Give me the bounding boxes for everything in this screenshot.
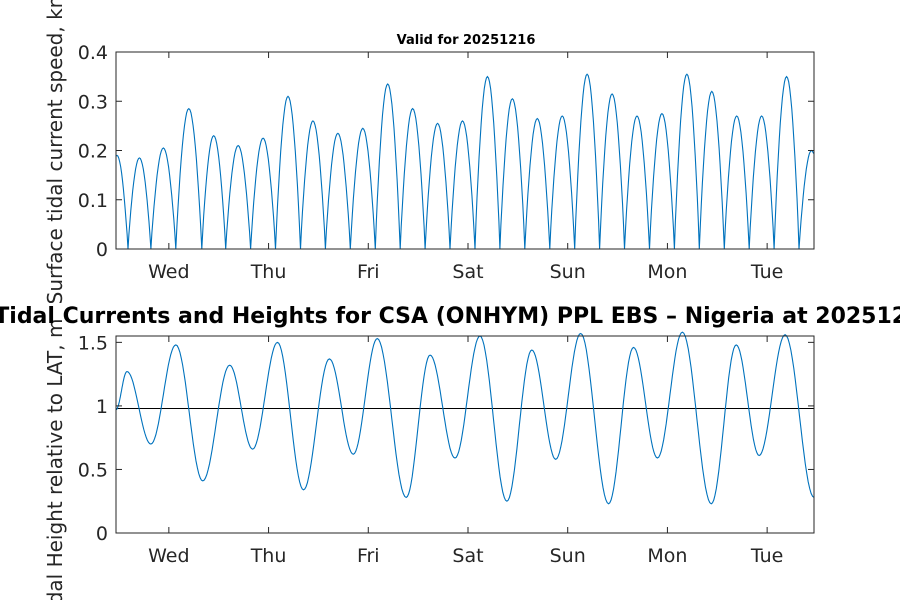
y-tick-label: 1 (96, 396, 108, 418)
x-tick-label: Mon (647, 261, 687, 283)
current-speed-line (115, 73, 815, 250)
y-tick-label: 0.4 (78, 42, 108, 64)
x-tick-label: Tue (750, 261, 783, 283)
current-plot-box (115, 51, 815, 250)
tidal-height-panel: 0 0.5 1 1.5 Wed Thu Fri Sat Sun Mon Tue Tidal Heig… (43, 319, 815, 600)
y-tick-label: 0.3 (78, 91, 108, 113)
y-tick-label: 0 (96, 523, 108, 545)
height-plot-box (115, 335, 815, 534)
x-tick-label: Sat (452, 545, 483, 567)
y-tick-label: 0.1 (78, 190, 108, 212)
x-tick-label: Sun (550, 545, 586, 567)
y-tick-label: 1.5 (78, 332, 108, 354)
current-y-axis-label: Surface tidal current speed, kn (43, 0, 67, 304)
height-y-axis-label: Tidal Height relative to LAT, m (43, 319, 67, 600)
tidal-height-line (115, 331, 815, 505)
y-tick-label: 0.5 (78, 459, 108, 481)
figure-title: Tidal Currents and Heights for CSA (ONHY… (0, 304, 900, 329)
x-tick-label: Fri (357, 261, 380, 283)
y-tick-label: 0 (96, 239, 108, 261)
current-chart-title: Valid for 20251216 (397, 33, 536, 48)
x-tick-label: Thu (250, 545, 287, 567)
x-tick-label: Sun (550, 261, 586, 283)
x-tick-label: Sat (452, 261, 483, 283)
x-tick-label: Wed (148, 545, 189, 567)
current-speed-panel: Valid for 20251216 0 0.1 0.2 0.3 0.4 Wed Thu Fr… (43, 0, 815, 304)
x-tick-label: Fri (357, 545, 380, 567)
y-tick-label: 0.2 (78, 141, 108, 163)
x-tick-label: Tue (750, 545, 783, 567)
x-tick-label: Thu (250, 261, 287, 283)
x-tick-label: Mon (647, 545, 687, 567)
x-tick-label: Wed (148, 261, 189, 283)
